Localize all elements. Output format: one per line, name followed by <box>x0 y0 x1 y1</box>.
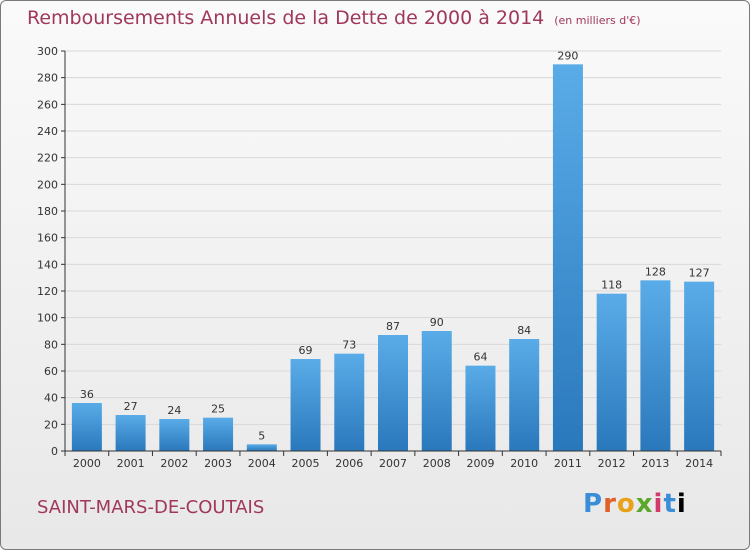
x-tick-label: 2004 <box>248 457 276 470</box>
x-tick-label: 2006 <box>335 457 363 470</box>
data-label: 127 <box>689 267 710 280</box>
data-labels: 36 27 24 25 5 69 73 87 90 64 84 290 118 128 127 <box>80 49 710 442</box>
y-tick-label: 180 <box>37 205 58 218</box>
y-tick-label: 220 <box>37 152 58 165</box>
data-label: 118 <box>601 279 622 292</box>
bar <box>203 417 234 451</box>
y-tick-label: 100 <box>37 312 58 325</box>
bar <box>246 444 277 451</box>
bar <box>421 331 452 451</box>
y-tick-label: 200 <box>37 178 58 191</box>
data-label: 27 <box>124 400 138 413</box>
x-tick-label: 2005 <box>292 457 320 470</box>
y-tick-label: 0 <box>51 445 58 458</box>
data-label: 64 <box>473 351 487 364</box>
bar <box>509 339 540 451</box>
commune-name: SAINT-MARS-DE-COUTAIS <box>37 497 265 518</box>
data-label: 90 <box>430 316 444 329</box>
y-tick-label: 300 <box>37 45 58 58</box>
bar <box>640 280 671 451</box>
bar <box>115 415 146 451</box>
data-label: 25 <box>211 403 225 416</box>
bar <box>596 293 627 451</box>
x-tick-labels: 2000 2001 2002 2003 2004 2005 2006 2007 2008 2009… <box>64 451 722 470</box>
x-tick-label: 2007 <box>379 457 407 470</box>
y-tick-label: 60 <box>44 365 58 378</box>
data-label: 128 <box>645 265 666 278</box>
x-tick-label: 2001 <box>117 457 145 470</box>
bar <box>552 64 583 452</box>
bars <box>71 64 715 452</box>
bar <box>684 281 715 451</box>
data-label: 36 <box>80 388 94 401</box>
axes <box>64 51 721 452</box>
y-tick-label: 120 <box>37 285 58 298</box>
bar <box>465 365 496 451</box>
y-tick-label: 160 <box>37 232 58 245</box>
x-tick-label: 2014 <box>685 457 713 470</box>
chart-title-main: Remboursements Annuels de la Dette de 20… <box>27 7 545 29</box>
y-tick-label: 280 <box>37 72 58 85</box>
data-label: 69 <box>299 344 313 357</box>
chart-title: Remboursements Annuels de la Dette de 20… <box>27 7 641 29</box>
bar <box>334 353 365 451</box>
x-tick-label: 2003 <box>204 457 232 470</box>
x-tick-label: 2008 <box>423 457 451 470</box>
data-label: 5 <box>258 429 265 442</box>
y-tick-label: 260 <box>37 98 58 111</box>
y-tick-label: 240 <box>37 125 58 138</box>
y-tick-label: 40 <box>44 392 58 405</box>
data-label: 290 <box>557 49 578 62</box>
y-tick-label: 80 <box>44 338 58 351</box>
bar <box>378 335 408 451</box>
bar <box>159 419 190 451</box>
bar <box>71 403 102 451</box>
x-tick-label: 2012 <box>598 457 626 470</box>
data-label: 87 <box>386 320 400 333</box>
y-tick-label: 20 <box>44 418 58 431</box>
y-tick-labels: 0 20 40 60 80 100 120 140 160 180 200 220 240 260 280 3… <box>37 45 65 458</box>
x-tick-label: 2009 <box>466 457 494 470</box>
x-tick-label: 2002 <box>160 457 188 470</box>
x-tick-label: 2013 <box>641 457 669 470</box>
x-tick-label: 2011 <box>554 457 582 470</box>
chart-title-unit: (en milliers d'€) <box>554 14 641 27</box>
data-label: 84 <box>517 324 531 337</box>
data-label: 24 <box>167 404 181 417</box>
data-label: 73 <box>342 339 356 352</box>
bar <box>290 359 321 451</box>
y-tick-label: 140 <box>37 258 58 271</box>
x-tick-label: 2000 <box>73 457 101 470</box>
x-tick-label: 2010 <box>510 457 538 470</box>
proxiti-logo: Proxiti <box>583 489 687 519</box>
